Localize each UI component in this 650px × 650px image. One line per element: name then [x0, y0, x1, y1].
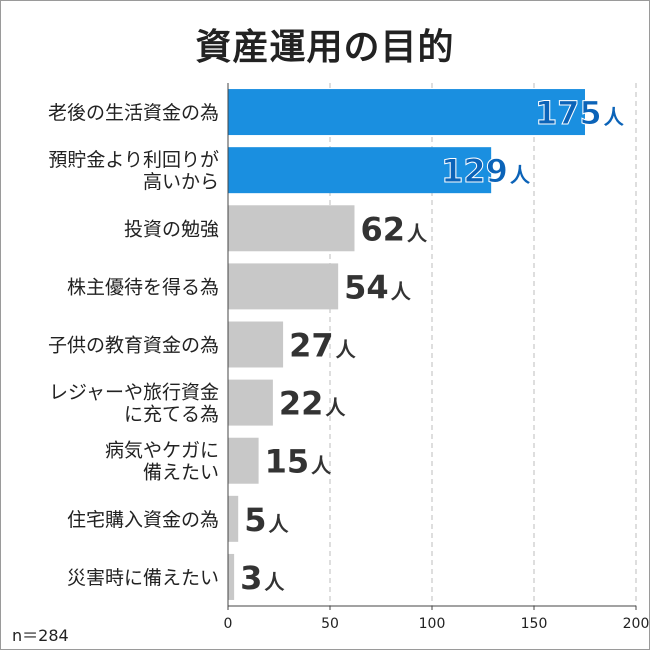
value-label-1: 175 人 — [535, 94, 625, 132]
bar-2 — [228, 147, 492, 194]
x-tick-label-50: 50 — [321, 616, 339, 632]
value-label-5: 27 人 — [289, 327, 357, 365]
value-label-4: 54 人 — [344, 268, 412, 306]
bar-7 — [228, 437, 259, 484]
bar-9 — [228, 553, 235, 600]
bar-3 — [228, 205, 355, 252]
value-label-7: 15 人 — [265, 443, 333, 481]
category-label-1: 老後の生活資金の為 — [48, 102, 219, 124]
sample-size-note: n＝284 — [12, 626, 69, 645]
category-label-7: 病気やケガに備えたい — [105, 440, 219, 484]
bar-1 — [228, 89, 585, 136]
category-label-5: 子供の教育資金の為 — [48, 335, 219, 357]
category-label-2: 預貯金より利回りが高いから — [48, 149, 219, 193]
value-label-6: 22 人 — [279, 385, 347, 423]
category-label-8: 住宅購入資金の為 — [67, 509, 219, 531]
bar-6 — [228, 379, 273, 426]
category-label-4: 株主優待を得る為 — [67, 276, 219, 298]
bar-8 — [228, 495, 239, 542]
category-label-3: 投資の勉強 — [124, 218, 219, 240]
chart-title: 資産運用の目的 — [195, 27, 455, 68]
category-label-9: 災害時に備えたい — [67, 567, 219, 589]
x-tick-label-100: 100 — [419, 616, 446, 632]
bar-4 — [228, 263, 339, 310]
bar-5 — [228, 321, 284, 368]
x-tick-label-200: 200 — [623, 616, 650, 632]
value-label-2: 129 人 — [441, 152, 531, 190]
value-label-3: 62 人 — [360, 210, 428, 248]
x-tick-label-0: 0 — [224, 616, 233, 632]
x-tick-label-150: 150 — [521, 616, 548, 632]
category-label-6: レジャーや旅行資金に充てる為 — [49, 382, 219, 426]
